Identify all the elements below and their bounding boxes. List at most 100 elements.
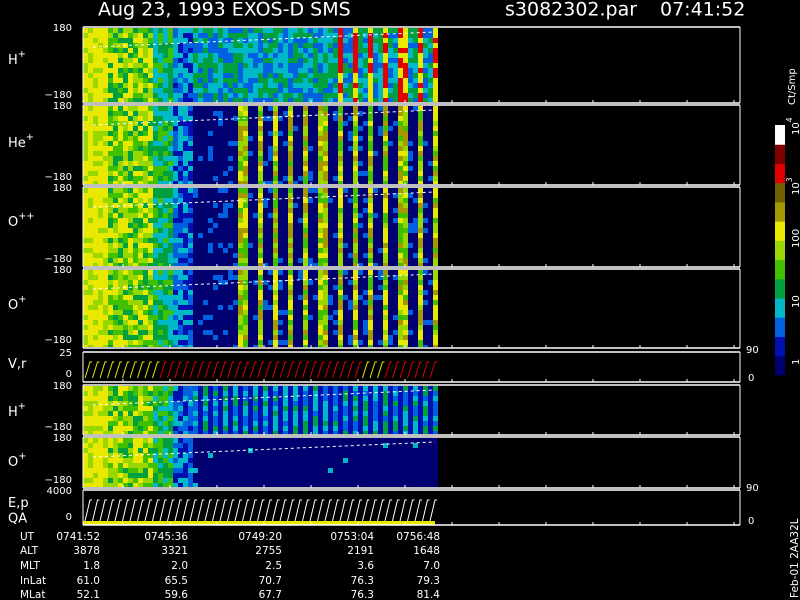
cell (183, 310, 188, 315)
cell (403, 171, 408, 176)
cell (203, 58, 208, 63)
cell (143, 305, 148, 310)
cell (378, 270, 383, 275)
cell (313, 166, 318, 171)
cell (103, 188, 108, 193)
cell (143, 38, 148, 43)
cell (138, 345, 143, 347)
cell (103, 386, 108, 391)
cell (283, 315, 288, 320)
cell (153, 386, 158, 391)
cell (203, 295, 208, 300)
cell (413, 136, 418, 141)
cell (138, 198, 143, 203)
cell (218, 151, 223, 156)
cell (83, 111, 88, 116)
cell (253, 315, 258, 320)
cell (313, 203, 318, 208)
cell (433, 28, 438, 33)
cell (108, 401, 113, 406)
cell (398, 146, 403, 151)
cell (133, 198, 138, 203)
cell (323, 136, 328, 141)
cell (263, 218, 268, 223)
cell (203, 285, 208, 290)
cell (203, 63, 208, 68)
cell (178, 228, 183, 233)
cell (278, 121, 283, 126)
cell (378, 188, 383, 193)
cell (123, 181, 128, 184)
cell (108, 111, 113, 116)
cell (248, 141, 253, 146)
cell (228, 53, 233, 58)
cell (353, 258, 358, 263)
cell (338, 146, 343, 151)
cell (98, 238, 103, 243)
cell (183, 161, 188, 166)
cell (168, 126, 173, 131)
cell (153, 315, 158, 320)
cell (398, 238, 403, 243)
cell (208, 253, 213, 258)
cell (383, 248, 388, 253)
cell (83, 253, 88, 258)
cell (198, 411, 203, 416)
cell (413, 33, 418, 38)
cell (428, 203, 433, 208)
cell (193, 88, 198, 93)
cell (423, 280, 428, 285)
cell (248, 223, 253, 228)
cell (243, 131, 248, 136)
cell (378, 58, 383, 63)
cell (108, 431, 113, 434)
cell (323, 141, 328, 146)
cell (103, 310, 108, 315)
cell (373, 106, 378, 111)
cell (238, 406, 243, 411)
cell (203, 431, 208, 434)
cell (263, 48, 268, 53)
cell (353, 116, 358, 121)
cell (288, 263, 293, 266)
cell (228, 171, 233, 176)
cell (98, 156, 103, 161)
cell (118, 223, 123, 228)
cell (213, 233, 218, 238)
cell (358, 233, 363, 238)
cell (308, 146, 313, 151)
cell (368, 248, 373, 253)
cell (288, 141, 293, 146)
cell (208, 391, 213, 396)
cell (433, 330, 438, 335)
cell (333, 228, 338, 233)
cell (363, 305, 368, 310)
cell (368, 203, 373, 208)
cell (273, 181, 278, 184)
cell (283, 391, 288, 396)
cell (273, 93, 278, 98)
cell (343, 280, 348, 285)
cell (213, 300, 218, 305)
cell (283, 188, 288, 193)
cell (83, 330, 88, 335)
cell (278, 111, 283, 116)
cell (128, 213, 133, 218)
cell (393, 161, 398, 166)
cell (303, 228, 308, 233)
cell (223, 73, 228, 78)
cell (283, 203, 288, 208)
cell (288, 305, 293, 310)
cell (143, 136, 148, 141)
cell (348, 198, 353, 203)
cell (183, 151, 188, 156)
cell (368, 136, 373, 141)
cell (288, 203, 293, 208)
cell (93, 166, 98, 171)
cell (298, 320, 303, 325)
cell (328, 98, 333, 102)
cell (303, 48, 308, 53)
cell (98, 263, 103, 266)
cell (413, 151, 418, 156)
